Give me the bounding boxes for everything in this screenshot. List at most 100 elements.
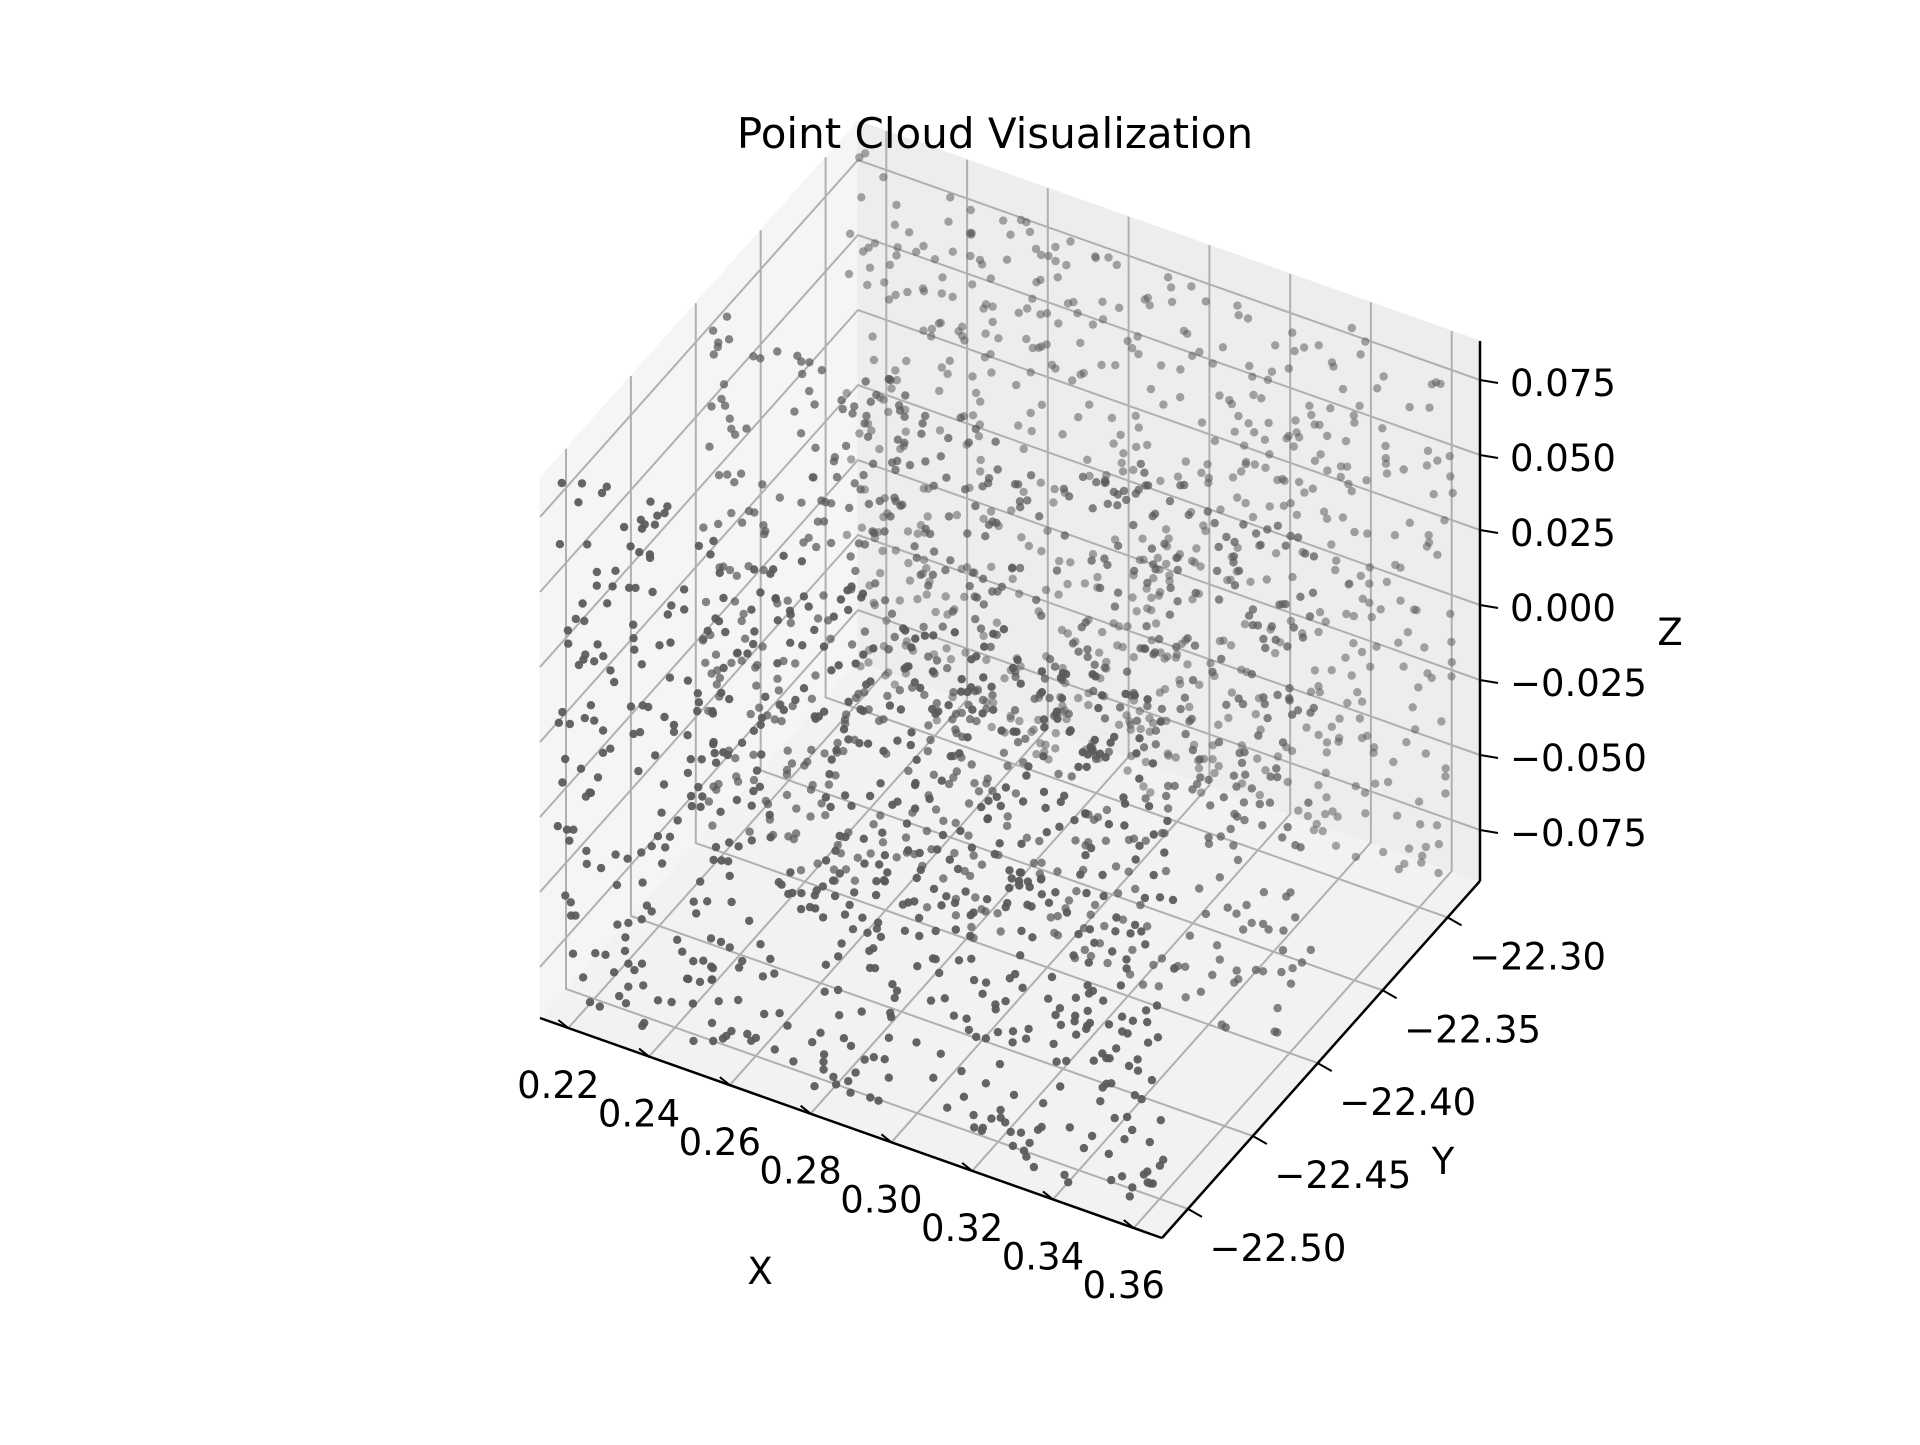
data-point [678, 947, 687, 956]
grid-line-x [971, 273, 1292, 1172]
data-point [1113, 641, 1122, 650]
grid-line-z [539, 383, 1481, 743]
data-point [1351, 782, 1361, 791]
data-point [615, 991, 624, 1001]
data-point [821, 498, 830, 507]
data-point [886, 512, 895, 521]
data-point [1018, 797, 1028, 806]
data-point [811, 443, 820, 452]
data-point [1064, 1178, 1073, 1187]
data-point [1284, 364, 1294, 373]
data-point [1232, 782, 1241, 791]
data-point [921, 411, 930, 421]
data-point [673, 935, 682, 944]
data-point [1322, 738, 1332, 747]
data-point [1018, 983, 1027, 992]
data-point [1056, 1082, 1065, 1091]
data-point [902, 819, 912, 828]
data-point [1104, 820, 1114, 829]
data-point [1165, 496, 1175, 506]
data-point [1265, 502, 1274, 511]
data-point [1247, 918, 1256, 928]
data-point [912, 755, 921, 764]
data-point [1112, 1044, 1121, 1053]
data-point [1445, 452, 1454, 461]
data-point [1390, 531, 1400, 540]
data-point [1085, 471, 1094, 481]
data-point [1389, 757, 1398, 767]
data-point [650, 520, 660, 529]
data-point [861, 149, 870, 158]
data-point [779, 551, 788, 560]
data-point [602, 482, 611, 491]
data-point [1215, 955, 1225, 964]
data-point [1446, 609, 1455, 618]
x-tick-label: 0.34 [1002, 1235, 1084, 1278]
data-point [1071, 836, 1080, 845]
data-point [789, 1057, 798, 1066]
data-point [796, 866, 806, 875]
data-point [1022, 771, 1031, 780]
data-point [1441, 764, 1450, 773]
data-point [1060, 1170, 1069, 1180]
data-point [929, 884, 939, 894]
data-point [1261, 463, 1270, 472]
data-point [1054, 319, 1063, 328]
data-point [1257, 394, 1266, 403]
data-point [770, 1045, 779, 1054]
data-point [635, 548, 644, 557]
data-point [1327, 540, 1336, 549]
data-point [905, 576, 915, 585]
data-point [1092, 478, 1101, 487]
data-point [1237, 741, 1247, 750]
data-point [1097, 360, 1106, 370]
data-point [1143, 1167, 1152, 1176]
data-point [937, 901, 946, 910]
data-point [826, 538, 836, 548]
x-tick [557, 1019, 569, 1029]
data-point [711, 758, 721, 767]
data-point [1001, 783, 1011, 792]
data-point [1362, 476, 1371, 485]
data-point [944, 433, 953, 443]
data-point [864, 658, 873, 667]
z-tick [1479, 679, 1499, 684]
data-point [1176, 704, 1185, 714]
data-point [1204, 839, 1214, 849]
data-point [1303, 811, 1313, 821]
data-point [576, 764, 586, 773]
data-point [1242, 900, 1251, 910]
data-point [940, 994, 949, 1003]
data-point [1051, 729, 1061, 738]
data-point [962, 1014, 971, 1023]
data-point [798, 369, 807, 379]
data-point [942, 473, 951, 482]
data-point [831, 1080, 841, 1089]
data-point [1042, 309, 1052, 318]
data-point [971, 893, 980, 902]
data-point [1081, 809, 1090, 818]
data-point [972, 1032, 981, 1042]
data-point [1051, 888, 1060, 897]
data-point [844, 735, 853, 744]
z-tick-label: 0.050 [1510, 437, 1616, 480]
data-point [944, 217, 953, 226]
data-point [1225, 395, 1234, 405]
data-point [1015, 716, 1024, 726]
data-point [659, 780, 669, 789]
data-point [696, 877, 705, 886]
data-point [1291, 913, 1300, 922]
data-point [1103, 560, 1112, 570]
data-point [1118, 915, 1128, 924]
data-point [1318, 826, 1327, 836]
data-point [1082, 1024, 1091, 1034]
data-point [1310, 666, 1320, 675]
grid-line-x [1052, 302, 1372, 1201]
data-point [1141, 481, 1150, 490]
data-point [708, 326, 718, 335]
data-point [1046, 913, 1056, 922]
data-point [1094, 703, 1103, 713]
data-point [1055, 1004, 1065, 1013]
data-point [1043, 526, 1052, 535]
data-point [1378, 424, 1387, 433]
